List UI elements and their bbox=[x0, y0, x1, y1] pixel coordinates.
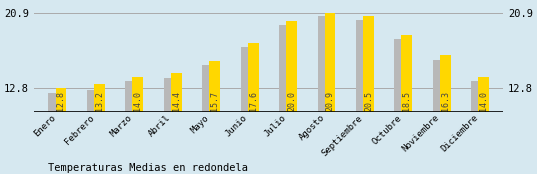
Text: 14.0: 14.0 bbox=[479, 90, 488, 110]
Text: 12.8: 12.8 bbox=[56, 90, 66, 110]
Text: 20.0: 20.0 bbox=[287, 90, 296, 110]
Text: 14.4: 14.4 bbox=[172, 90, 181, 110]
Bar bbox=[171, 73, 182, 112]
Text: 14.0: 14.0 bbox=[133, 90, 142, 110]
Text: 15.7: 15.7 bbox=[210, 90, 219, 110]
Bar bbox=[394, 39, 404, 112]
Bar bbox=[94, 84, 105, 112]
Bar bbox=[279, 25, 289, 112]
Bar bbox=[55, 88, 66, 112]
Bar bbox=[317, 16, 327, 112]
Bar bbox=[402, 35, 412, 112]
Bar bbox=[209, 61, 220, 112]
Text: Temperaturas Medias en redondela: Temperaturas Medias en redondela bbox=[48, 163, 248, 173]
Bar bbox=[241, 47, 250, 112]
Bar bbox=[325, 13, 336, 112]
Text: 13.2: 13.2 bbox=[95, 90, 104, 110]
Bar bbox=[125, 81, 135, 112]
Bar bbox=[133, 77, 143, 112]
Text: 17.6: 17.6 bbox=[249, 90, 258, 110]
Bar bbox=[202, 65, 212, 112]
Bar bbox=[286, 21, 297, 112]
Bar bbox=[356, 20, 366, 112]
Bar bbox=[87, 90, 97, 112]
Text: 16.3: 16.3 bbox=[441, 90, 450, 110]
Bar bbox=[48, 93, 58, 112]
Bar bbox=[471, 81, 481, 112]
Bar bbox=[248, 43, 258, 112]
Bar bbox=[433, 60, 442, 112]
Bar bbox=[478, 77, 489, 112]
Text: 18.5: 18.5 bbox=[402, 90, 411, 110]
Bar bbox=[164, 78, 173, 112]
Text: 20.9: 20.9 bbox=[325, 90, 335, 110]
Bar bbox=[363, 16, 374, 112]
Bar bbox=[440, 55, 451, 112]
Text: 20.5: 20.5 bbox=[364, 90, 373, 110]
